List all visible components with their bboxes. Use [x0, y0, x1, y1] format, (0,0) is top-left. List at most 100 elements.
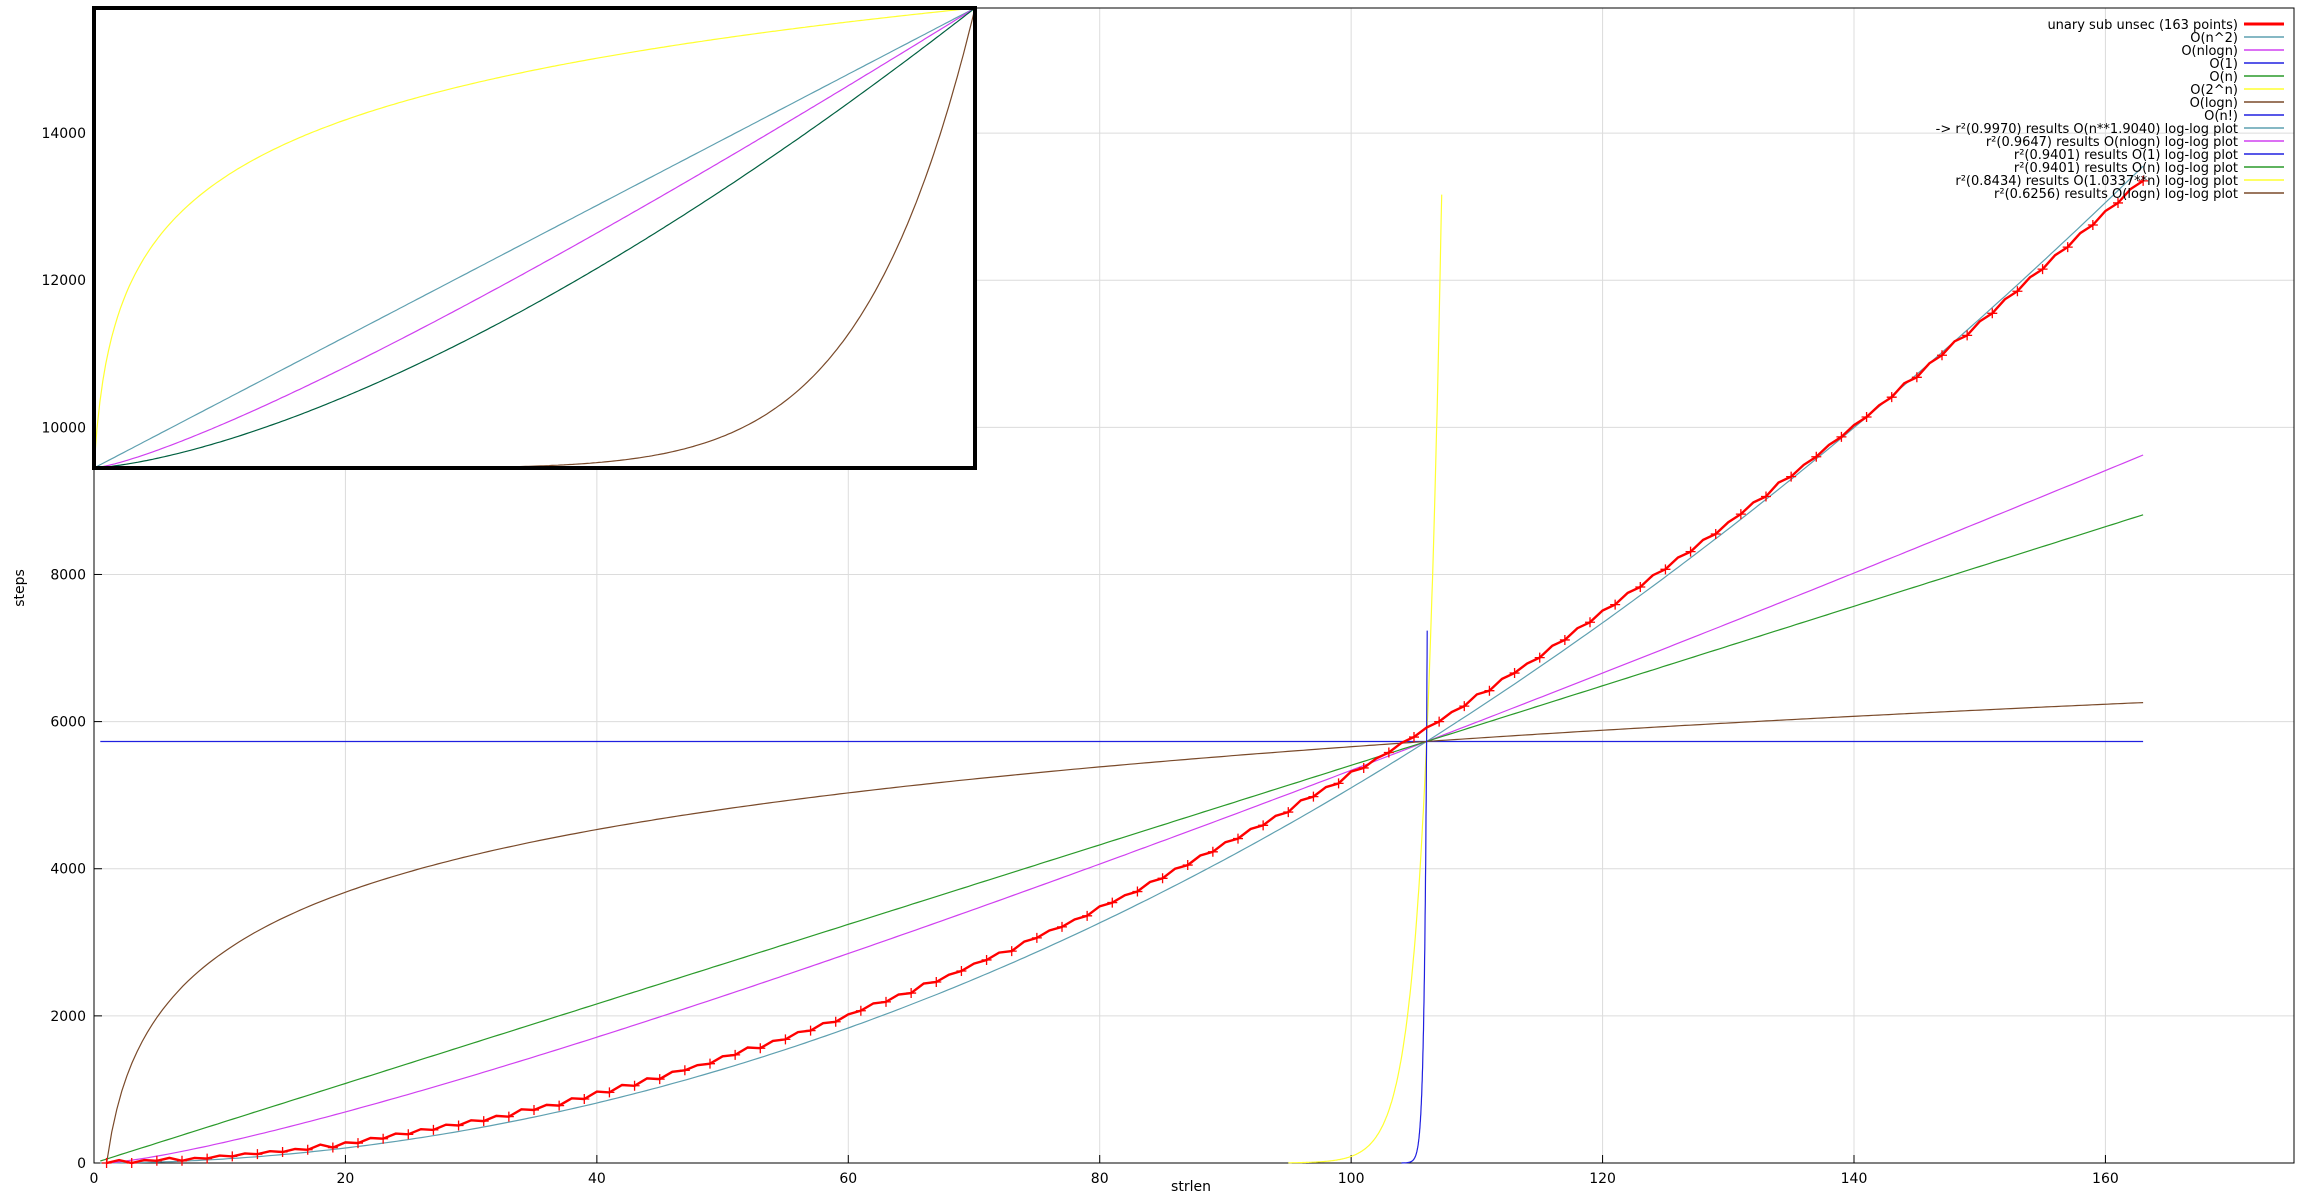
data-point-marker	[730, 1049, 741, 1060]
data-point-marker	[478, 1116, 489, 1127]
data-point-marker	[1534, 652, 1545, 663]
series-line	[100, 514, 2144, 1162]
y-tick-label: 4000	[50, 862, 86, 878]
series-line	[1401, 630, 1428, 1164]
y-axis-title: steps	[12, 569, 28, 607]
data-point-marker	[1660, 564, 1671, 575]
data-point-marker	[1358, 762, 1369, 773]
data-point-marker	[780, 1034, 791, 1045]
data-point-marker	[1987, 308, 1998, 319]
data-point-marker	[202, 1153, 213, 1164]
data-point-marker	[1006, 946, 1017, 957]
legend-label: O(n!)	[2204, 109, 2238, 124]
y-tick-label: 14000	[41, 126, 86, 142]
data-point-marker	[1836, 431, 1847, 442]
data-point-marker	[981, 954, 992, 965]
legend: unary sub unsec (163 points)O(n^2)O(nlog…	[1936, 18, 2284, 202]
series-line	[100, 165, 2144, 1164]
x-axis-title: strlen	[1171, 1179, 1211, 1195]
data-point-marker	[428, 1124, 439, 1135]
inset-curve	[93, 7, 976, 469]
data-point-marker	[378, 1133, 389, 1144]
data-point-marker	[277, 1146, 288, 1157]
data-point-marker	[604, 1087, 615, 1098]
data-point-marker	[554, 1100, 565, 1111]
data-point-marker	[503, 1111, 514, 1122]
data-point-marker	[1761, 491, 1771, 502]
data-point-marker	[830, 1016, 841, 1027]
y-tick-label: 2000	[50, 1009, 86, 1025]
data-point-marker	[1233, 833, 1243, 844]
data-point-marker	[1333, 778, 1344, 789]
x-tick-label: 60	[839, 1171, 857, 1187]
data-point-marker	[2062, 242, 2073, 253]
legend-label: O(logn)	[2190, 96, 2238, 111]
legend-label: O(n^2)	[2190, 31, 2238, 46]
data-point-marker	[1283, 807, 1294, 818]
data-point-marker	[906, 988, 917, 999]
series-line	[1288, 194, 1443, 1164]
y-tick-label: 12000	[41, 273, 86, 289]
data-point-marker	[1610, 599, 1621, 610]
data-point-marker	[2138, 175, 2149, 186]
x-tick-label: 80	[1091, 1171, 1109, 1187]
data-point-marker	[705, 1058, 715, 1069]
data-point-marker	[1509, 668, 1520, 679]
data-point-marker	[755, 1043, 766, 1054]
x-tick-label: 160	[2092, 1171, 2119, 1187]
y-tick-label: 8000	[50, 567, 86, 583]
data-point-marker	[529, 1105, 539, 1116]
legend-fit-label: r²(0.6256) results O(logn) log-log plot	[1994, 187, 2238, 202]
data-point-marker	[227, 1151, 238, 1162]
x-tick-label: 100	[1338, 1171, 1365, 1187]
data-point-marker	[1182, 860, 1193, 871]
data-point-marker	[1383, 747, 1394, 758]
data-point-marker	[302, 1144, 313, 1155]
data-point-marker	[1409, 732, 1419, 743]
data-point-marker	[1484, 685, 1495, 696]
data-point-marker	[1735, 509, 1746, 520]
data-point-marker	[2037, 264, 2048, 275]
data-point-marker	[956, 965, 967, 976]
data-point-marker	[1911, 372, 1922, 383]
x-tick-label: 40	[588, 1171, 606, 1187]
data-point-marker	[654, 1074, 665, 1085]
data-point-marker	[579, 1094, 590, 1104]
data-point-marker	[1937, 350, 1947, 361]
legend-label: unary sub unsec (163 points)	[2047, 18, 2238, 33]
data-point-marker	[1057, 921, 1067, 932]
x-tick-label: 120	[1589, 1171, 1616, 1187]
plot-frame	[93, 7, 2295, 1164]
data-point-marker	[1031, 932, 1042, 943]
inset	[92, 6, 977, 470]
data-point-marker	[126, 1158, 137, 1168]
inset-curve	[93, 7, 976, 469]
data-point-marker	[1786, 471, 1797, 482]
data-point-marker	[629, 1080, 640, 1091]
data-point-marker	[1559, 634, 1570, 645]
data-point-marker	[177, 1155, 187, 1166]
data-point-marker	[1962, 330, 1973, 341]
data-point-marker	[1207, 846, 1218, 857]
legend-fit-label: r²(0.9401) results O(n) log-log plot	[2014, 161, 2238, 176]
data-point-marker	[2113, 197, 2123, 208]
axes: 0 20 40 60 80 100 120 140 160 0 2000 4000 6000 8000 10…	[41, 7, 2295, 1187]
x-tick-label: 20	[337, 1171, 355, 1187]
data-point-marker	[1685, 546, 1696, 557]
data-point-marker	[353, 1138, 363, 1149]
data-point-marker	[1157, 873, 1168, 884]
data-point-marker	[1258, 820, 1269, 831]
x-tick-label: 140	[1841, 1171, 1868, 1187]
data-point-marker	[2087, 220, 2098, 231]
data-point-marker	[151, 1155, 162, 1166]
data-point-marker	[1886, 392, 1897, 403]
data-point-marker	[453, 1120, 464, 1131]
data-point-marker	[1459, 701, 1470, 712]
legend-label: O(2^n)	[2190, 83, 2238, 98]
data-series-line	[106, 179, 2144, 1165]
data-point-marker	[805, 1025, 816, 1036]
inset-curve	[93, 7, 976, 469]
data-point-marker	[679, 1065, 690, 1076]
data-point-marker	[252, 1149, 263, 1160]
